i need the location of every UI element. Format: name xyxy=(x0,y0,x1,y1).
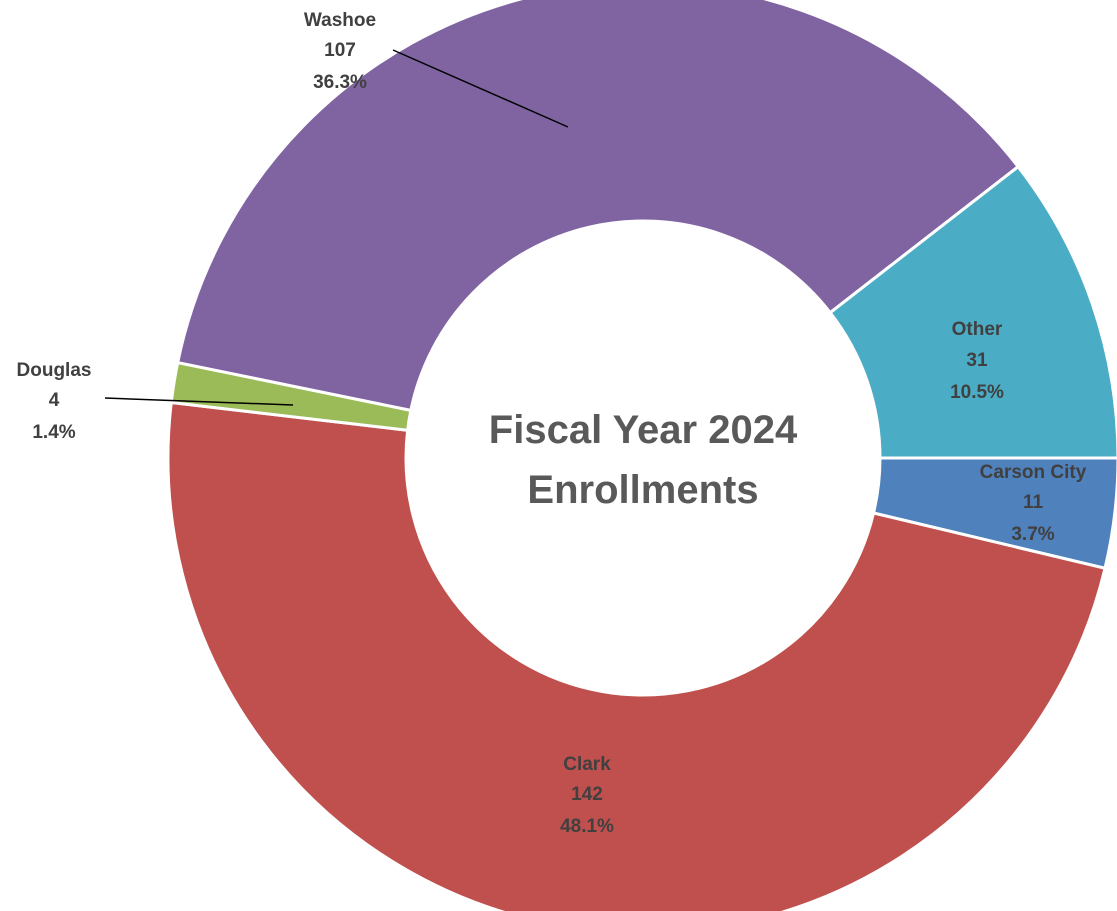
label-douglas-percent: 1.4% xyxy=(32,422,75,443)
leader-line-washoe xyxy=(392,49,569,128)
label-washoe-value: 107 xyxy=(324,40,356,61)
label-clark-percent: 48.1% xyxy=(560,816,614,837)
donut-slices xyxy=(166,0,1117,911)
label-douglas-value: 4 xyxy=(49,390,60,411)
label-washoe-percent: 36.3% xyxy=(313,72,367,93)
label-washoe-name: Washoe xyxy=(304,10,376,31)
label-other-name: Other xyxy=(952,319,1003,340)
label-clark-value: 142 xyxy=(571,784,603,805)
slice-clark xyxy=(166,400,1107,911)
leader-line-douglas xyxy=(104,397,294,406)
label-douglas-name: Douglas xyxy=(17,360,92,381)
label-carson-city-percent: 3.7% xyxy=(1011,524,1054,545)
label-other-value: 31 xyxy=(966,350,988,371)
label-carson-city-value: 11 xyxy=(1023,492,1044,513)
label-clark-name: Clark xyxy=(563,754,611,775)
center-title: Fiscal Year 2024 Enrollments xyxy=(489,408,798,512)
slice-washoe xyxy=(175,0,1021,413)
label-carson-city-name: Carson City xyxy=(980,462,1087,483)
center-title-line-1: Fiscal Year 2024 xyxy=(489,408,798,452)
label-other-percent: 10.5% xyxy=(950,382,1004,403)
center-title-line-2: Enrollments xyxy=(527,468,758,512)
leader-lines xyxy=(104,49,569,406)
slice-labels: Washoe 107 36.3% Douglas 4 1.4% Other 31… xyxy=(17,10,1087,837)
slice-other xyxy=(828,164,1117,460)
